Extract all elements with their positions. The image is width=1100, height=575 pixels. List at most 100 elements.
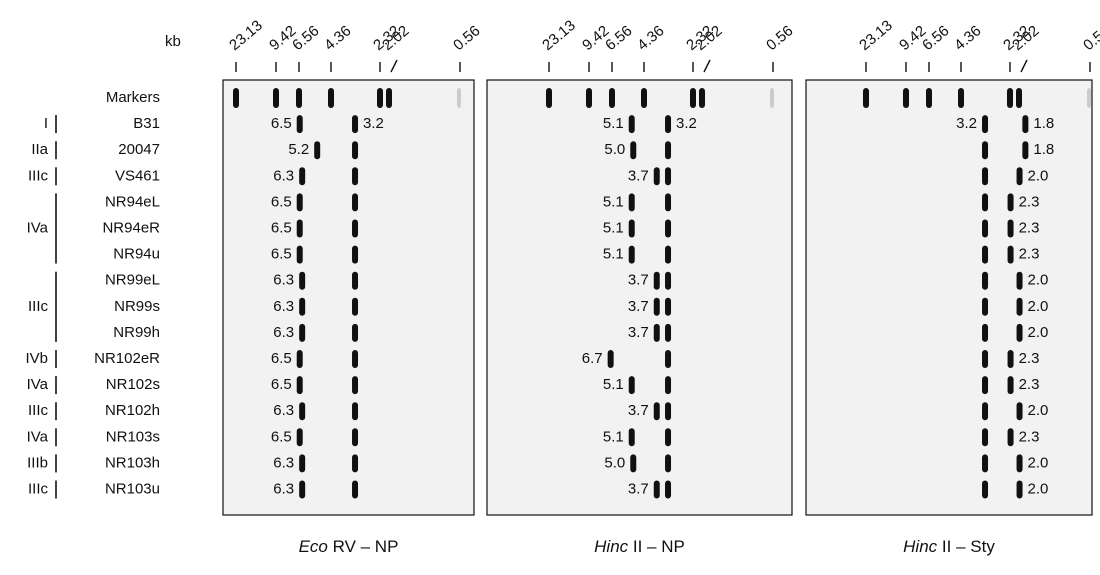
band-size-label: 5.1 [603,376,624,393]
marker-size-label: 23.13 [226,17,266,54]
caption-italic: Hinc [903,537,938,556]
band [1008,246,1014,264]
row-label: NR103h [105,454,160,471]
band-size-label: 6.3 [273,480,294,497]
marker-tick [704,60,710,72]
marker-band [863,88,869,108]
band [1008,428,1014,446]
row-label: NR102h [105,402,160,419]
band [608,350,614,368]
band [982,402,988,420]
band [982,167,988,185]
band [629,246,635,264]
band [352,272,358,290]
marker-size-label: 23.13 [856,17,896,54]
band [654,272,660,290]
band [629,115,635,133]
band [665,167,671,185]
band [982,324,988,342]
band-size-label: 6.5 [271,246,292,263]
band-size-label: 6.5 [271,376,292,393]
band-size-label: 2.0 [1028,167,1049,184]
row-label: 20047 [118,141,160,158]
band [1017,454,1023,472]
band [665,428,671,446]
band-size-label: 6.5 [271,350,292,367]
marker-size-label: 4.36 [321,22,354,54]
band-size-label: 6.5 [271,219,292,236]
marker-band [958,88,964,108]
band-size-label: 6.3 [273,402,294,419]
marker-size-label: 6.56 [289,22,322,54]
band-size-label: 1.8 [1033,115,1054,132]
band [630,141,636,159]
band [654,402,660,420]
band [352,141,358,159]
band [1008,350,1014,368]
band [352,298,358,316]
band-size-label: 2.3 [1019,246,1040,263]
caption-rest: II – Sty [942,537,995,556]
band [665,246,671,264]
row-label: B31 [133,115,160,132]
band [1017,481,1023,499]
band-size-label: 6.5 [271,428,292,445]
group-label: IVa [27,376,49,393]
band [654,324,660,342]
band [665,220,671,238]
band [314,141,320,159]
band-size-label: 6.5 [271,193,292,210]
band [665,481,671,499]
band [352,246,358,264]
band [297,350,303,368]
band [982,272,988,290]
panel-caption: Hinc II – NP [594,537,685,556]
marker-size-label: 4.36 [951,22,984,54]
band [630,454,636,472]
band [654,481,660,499]
band-size-label: 2.0 [1028,324,1049,341]
marker-band [233,88,239,108]
band-size-label: 6.3 [273,454,294,471]
band [665,402,671,420]
band-size-label: 2.0 [1028,272,1049,289]
marker-size-label: 23.13 [539,17,579,54]
band [297,193,303,211]
band-size-label: 2.0 [1028,454,1049,471]
caption-italic: Hinc [594,537,629,556]
marker-band [770,88,774,108]
page: kb MarkersB31I20047IIaVS461IIIcNR94eLNR9… [0,0,1100,575]
marker-size-label: 0.56 [763,22,796,54]
band-size-label: 5.1 [603,246,624,263]
marker-size-label: 6.56 [919,22,952,54]
row-label: Markers [106,89,160,106]
row-label: NR102eR [94,350,160,367]
marker-band [690,88,696,108]
band [352,428,358,446]
marker-band [641,88,647,108]
band [297,428,303,446]
band-size-label: 3.2 [363,115,384,132]
marker-size-label: 4.36 [634,22,667,54]
band [1017,272,1023,290]
band [665,141,671,159]
band [982,350,988,368]
band [352,454,358,472]
band-size-label: 5.1 [603,428,624,445]
band [982,115,988,133]
marker-band [273,88,279,108]
band-size-label: 5.1 [603,115,624,132]
band [352,376,358,394]
band [297,246,303,264]
band [982,376,988,394]
group-label: IIIc [28,167,49,184]
band [665,454,671,472]
band [1017,167,1023,185]
band [629,428,635,446]
row-label: NR94eL [105,193,160,210]
marker-band [546,88,552,108]
gel-panel [223,80,474,515]
marker-band [699,88,705,108]
band-size-label: 3.7 [628,324,649,341]
panel-caption: Eco RV – NP [299,537,399,556]
